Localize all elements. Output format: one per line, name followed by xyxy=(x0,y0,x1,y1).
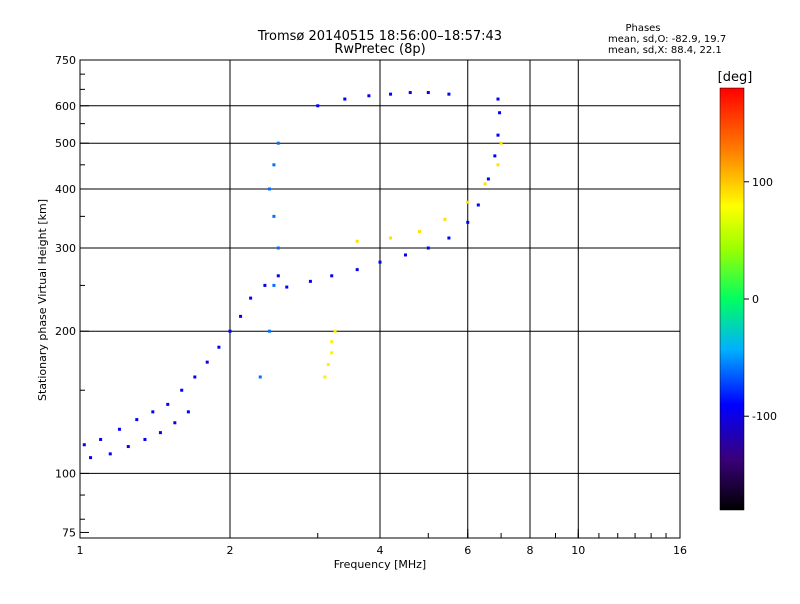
x-tick-label: 10 xyxy=(571,544,585,557)
data-point xyxy=(408,91,412,95)
data-point xyxy=(323,375,327,379)
data-point xyxy=(466,200,470,204)
data-point xyxy=(498,111,502,115)
stats-x-line: mean, sd,X: 88.4, 22.1 xyxy=(608,45,722,56)
y-tick-label: 100 xyxy=(55,467,76,480)
x-axis: 1 2 4 6 8 10 16 xyxy=(77,529,687,557)
data-point xyxy=(158,431,162,435)
data-point xyxy=(151,410,155,414)
data-point xyxy=(403,253,407,257)
data-point xyxy=(228,329,232,333)
y-axis: 75 100 200 300 400 500 600 750 xyxy=(55,54,89,539)
data-point xyxy=(193,375,197,379)
data-point xyxy=(249,296,253,300)
data-point xyxy=(330,274,334,278)
x-tick-label: 4 xyxy=(377,544,384,557)
data-point xyxy=(447,92,451,96)
data-point xyxy=(135,418,139,422)
data-point xyxy=(496,97,500,101)
data-point xyxy=(272,283,276,287)
data-point xyxy=(99,437,103,441)
chart-subtitle: RwPretec (8p) xyxy=(334,42,425,57)
y-tick-label: 750 xyxy=(55,54,76,67)
data-point xyxy=(426,246,430,250)
data-point xyxy=(267,187,271,191)
y-tick-label: 500 xyxy=(55,137,76,150)
data-point xyxy=(417,230,421,234)
x-tick-label: 2 xyxy=(227,544,234,557)
data-point xyxy=(89,456,93,460)
data-point xyxy=(496,133,500,137)
data-point xyxy=(82,443,86,447)
data-point xyxy=(117,427,121,431)
colorbar-tick-label: -100 xyxy=(752,410,777,423)
x-tick-label: 1 xyxy=(77,544,84,557)
stats-heading: Phases xyxy=(625,23,660,34)
data-point xyxy=(205,360,209,364)
data-point xyxy=(326,363,330,367)
data-point xyxy=(426,91,430,95)
y-tick-label: 200 xyxy=(55,325,76,338)
data-point xyxy=(239,314,243,318)
data-point xyxy=(276,274,280,278)
data-point xyxy=(389,92,393,96)
data-point xyxy=(333,329,337,333)
x-tick-label: 8 xyxy=(527,544,534,557)
x-tick-label: 6 xyxy=(464,544,471,557)
data-point xyxy=(263,283,267,287)
data-point xyxy=(285,285,289,289)
colorbar xyxy=(719,87,745,511)
data-point xyxy=(496,163,500,167)
y-tick-label: 400 xyxy=(55,183,76,196)
data-point xyxy=(308,279,312,283)
grid xyxy=(80,60,680,538)
data-point xyxy=(276,246,280,250)
data-point xyxy=(173,421,177,425)
data-point xyxy=(272,214,276,218)
data-points xyxy=(82,91,503,460)
data-point xyxy=(486,177,490,181)
data-point xyxy=(499,141,503,145)
data-point xyxy=(272,163,276,167)
data-point xyxy=(186,410,190,414)
colorbar-tick-label: 0 xyxy=(752,293,759,306)
data-point xyxy=(330,351,334,355)
data-point xyxy=(276,141,280,145)
data-point xyxy=(447,236,451,240)
y-tick-label: 300 xyxy=(55,242,76,255)
colorbar-tick-label: 100 xyxy=(752,176,773,189)
y-tick-label: 600 xyxy=(55,100,76,113)
chart-title: Tromsø 20140515 18:56:00–18:57:43 xyxy=(257,29,502,44)
data-point xyxy=(367,94,371,98)
data-point xyxy=(330,340,334,344)
colorbar-ticks: 100 0 -100 xyxy=(744,176,777,423)
data-point xyxy=(389,236,393,240)
colorbar-label: [deg] xyxy=(718,70,753,85)
data-point xyxy=(143,437,147,441)
y-axis-label: Stationary phase Virtual Height [km] xyxy=(36,199,49,401)
data-point xyxy=(126,445,130,449)
data-point xyxy=(108,452,112,456)
data-point xyxy=(316,104,320,108)
y-tick-label: 75 xyxy=(62,526,76,539)
data-point xyxy=(180,388,184,392)
data-point xyxy=(355,239,359,243)
data-point xyxy=(267,329,271,333)
data-point xyxy=(258,375,262,379)
data-point xyxy=(355,268,359,272)
data-point xyxy=(476,203,480,207)
data-point xyxy=(493,154,497,158)
data-point xyxy=(483,182,487,186)
data-point xyxy=(466,220,470,224)
data-point xyxy=(166,402,170,406)
data-point xyxy=(217,345,221,349)
data-point xyxy=(378,260,382,264)
stats-o-line: mean, sd,O: -82.9, 19.7 xyxy=(608,34,726,45)
data-point xyxy=(443,217,447,221)
data-point xyxy=(343,97,347,101)
x-tick-label: 16 xyxy=(673,544,687,557)
x-axis-label: Frequency [MHz] xyxy=(334,558,426,571)
